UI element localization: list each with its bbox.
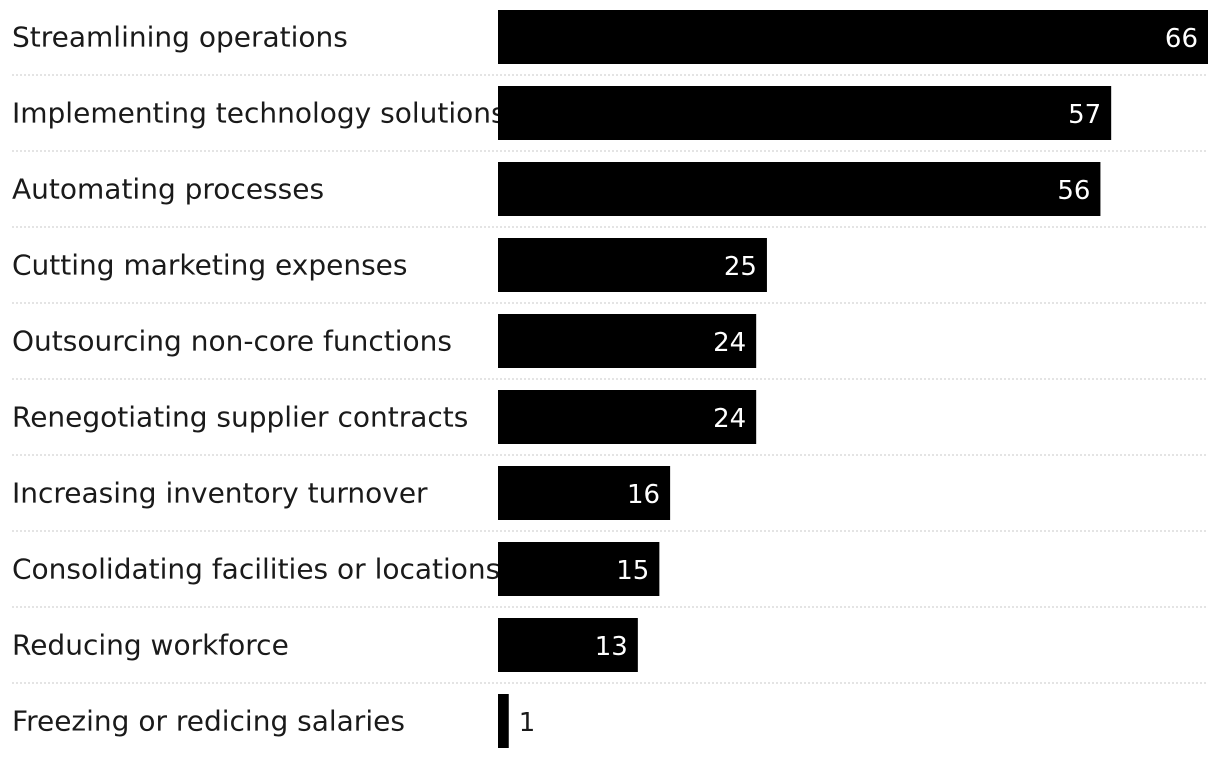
category-label: Increasing inventory turnover: [12, 477, 428, 510]
bar: [498, 542, 660, 596]
bar: [498, 314, 757, 368]
bar-row: Automating processes 56: [12, 162, 1101, 216]
bar-row: Implementing technology solutions 57: [12, 86, 1112, 140]
category-label: Automating processes: [12, 173, 324, 206]
bar-row: Increasing inventory turnover 16: [12, 466, 671, 520]
bar-row: Cutting marketing expenses 25: [12, 238, 767, 292]
bar: [498, 618, 638, 672]
value-label: 66: [1165, 24, 1198, 54]
category-label: Freezing or redicing salaries: [12, 705, 405, 738]
bar: [498, 162, 1101, 216]
value-label: 15: [616, 556, 649, 586]
value-label: 25: [724, 252, 757, 282]
value-label: 24: [713, 404, 746, 434]
category-label: Renegotiating supplier contracts: [12, 401, 468, 434]
bar: [498, 10, 1208, 64]
bar: [498, 694, 509, 748]
value-label: 1: [519, 708, 536, 738]
value-label: 24: [713, 328, 746, 358]
value-label: 13: [595, 632, 628, 662]
bar-row: Consolidating facilities or locations 15: [12, 542, 660, 596]
bar: [498, 238, 767, 292]
bar-row: Freezing or redicing salaries 1: [12, 694, 535, 748]
value-label: 57: [1068, 100, 1101, 130]
bar: [498, 390, 757, 444]
bar: [498, 466, 671, 520]
category-label: Streamlining operations: [12, 21, 348, 54]
category-label: Outsourcing non-core functions: [12, 325, 452, 358]
category-label: Reducing workforce: [12, 629, 289, 662]
bar-row: Renegotiating supplier contracts 24: [12, 390, 757, 444]
category-label: Implementing technology solutions: [12, 97, 506, 130]
bar-row: Streamlining operations 66: [12, 10, 1208, 64]
bar-row: Outsourcing non-core functions 24: [12, 314, 757, 368]
value-label: 16: [627, 480, 660, 510]
value-label: 56: [1057, 176, 1090, 206]
category-label: Cutting marketing expenses: [12, 249, 407, 282]
chart-rows: Streamlining operations 66 Implementing te…: [12, 10, 1208, 748]
bar-row: Reducing workforce 13: [12, 618, 638, 672]
category-label: Consolidating facilities or locations: [12, 553, 500, 586]
bar: [498, 86, 1112, 140]
